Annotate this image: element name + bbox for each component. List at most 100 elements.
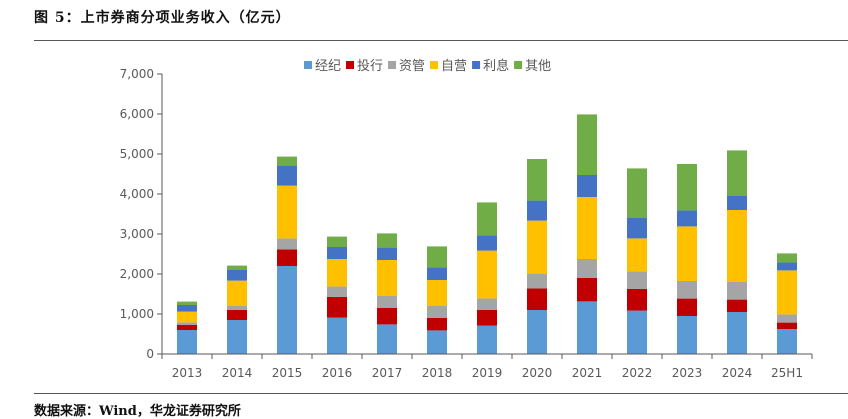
bar-segment-利息 <box>677 210 697 227</box>
bar-segment-经纪 <box>627 310 647 354</box>
bar-segment-利息 <box>327 247 347 259</box>
bar-segment-经纪 <box>377 324 397 354</box>
bar-segment-利息 <box>627 218 647 239</box>
legend-label: 自营 <box>441 59 467 74</box>
bar-segment-资管 <box>527 274 547 289</box>
x-tick-label: 2018 <box>422 366 453 380</box>
bar-segment-经纪 <box>277 266 297 354</box>
bar-segment-自营 <box>677 226 697 281</box>
bar-segment-其他 <box>577 114 597 175</box>
x-tick-label: 2019 <box>472 366 503 380</box>
x-tick-label: 2020 <box>522 366 553 380</box>
bar-segment-利息 <box>427 267 447 280</box>
legend-item: 其他 <box>514 59 551 74</box>
bar-segment-经纪 <box>677 316 697 354</box>
bar-segment-其他 <box>427 246 447 268</box>
bar-stack-2016 <box>327 236 347 354</box>
bar-stack-2013 <box>177 301 197 354</box>
bar-segment-经纪 <box>177 330 197 354</box>
bar-segment-经纪 <box>527 310 547 354</box>
legend-label: 其他 <box>525 59 551 74</box>
figure-title: 图 5：上市券商分项业务收入（亿元） <box>34 10 291 26</box>
bar-segment-资管 <box>627 271 647 289</box>
bar-segment-经纪 <box>327 317 347 354</box>
bar-segment-利息 <box>527 200 547 221</box>
bar-segment-其他 <box>727 150 747 196</box>
bar-segment-自营 <box>377 260 397 296</box>
x-tick-label: 2016 <box>322 366 353 380</box>
bar-stack-2017 <box>377 233 397 354</box>
bar-segment-资管 <box>327 286 347 297</box>
bar-segment-经纪 <box>727 312 747 354</box>
bar-segment-资管 <box>377 296 397 308</box>
bar-segment-资管 <box>477 298 497 310</box>
bar-segment-投行 <box>177 325 197 330</box>
x-tick-label: 25H1 <box>771 366 803 380</box>
legend-item: 利息 <box>472 58 509 74</box>
bar-segment-自营 <box>427 280 447 306</box>
bar-segment-其他 <box>377 233 397 248</box>
bar-stack-2014 <box>227 265 247 354</box>
bar-segment-自营 <box>577 197 597 259</box>
legend-item: 自营 <box>430 59 467 74</box>
bar-segment-资管 <box>577 259 597 278</box>
legend-label: 资管 <box>399 59 425 74</box>
x-tick-label: 2024 <box>722 366 753 380</box>
bar-segment-资管 <box>777 314 797 323</box>
bar-segment-其他 <box>677 164 697 211</box>
bar-segment-经纪 <box>577 301 597 354</box>
bar-segment-投行 <box>427 318 447 331</box>
bar-segment-投行 <box>477 310 497 326</box>
bar-segment-自营 <box>477 250 497 299</box>
bar-segment-投行 <box>227 310 247 320</box>
bar-segment-自营 <box>277 185 297 239</box>
legend-swatch <box>346 61 355 69</box>
legend-item: 资管 <box>388 59 425 74</box>
bar-segment-投行 <box>777 322 797 329</box>
bar-segment-资管 <box>227 305 247 310</box>
bar-segment-资管 <box>727 282 747 300</box>
legend-swatch <box>304 61 312 69</box>
legend-label: 利息 <box>483 58 509 74</box>
bar-segment-经纪 <box>227 320 247 354</box>
bar-segment-投行 <box>677 298 697 316</box>
bar-segment-资管 <box>677 281 697 299</box>
bar-segment-投行 <box>727 299 747 312</box>
y-tick-label: 2,000 <box>120 267 154 281</box>
x-tick-label: 2022 <box>622 366 653 380</box>
x-tick-label: 2014 <box>222 366 253 380</box>
title-divider <box>34 40 848 41</box>
source-divider <box>34 393 848 394</box>
y-tick-label: 7,000 <box>120 67 154 81</box>
bar-segment-利息 <box>277 165 297 186</box>
legend-swatch <box>388 61 397 69</box>
bar-segment-其他 <box>177 301 197 305</box>
bar-segment-资管 <box>277 238 297 250</box>
bar-stack-2024 <box>727 150 747 354</box>
bar-segment-其他 <box>527 159 547 201</box>
bar-segment-经纪 <box>427 330 447 354</box>
bar-segment-其他 <box>777 253 797 263</box>
source-note: 数据来源：Wind，华龙证券研究所 <box>34 404 241 419</box>
legend-swatch <box>514 61 523 69</box>
bar-stack-2021 <box>577 114 597 354</box>
bar-segment-投行 <box>277 249 297 266</box>
x-tick-label: 2023 <box>672 366 703 380</box>
bar-segment-自营 <box>327 259 347 287</box>
y-tick-label: 5,000 <box>120 147 154 161</box>
y-axis: 0 1,000 2,000 3,000 4,000 5,000 6,000 7,000 <box>120 67 163 361</box>
x-tick-label: 2017 <box>372 366 403 380</box>
bar-stack-2018 <box>427 246 447 354</box>
bar-segment-利息 <box>377 247 397 260</box>
bar-segment-投行 <box>327 297 347 318</box>
bar-segment-自营 <box>627 238 647 272</box>
x-tick-label: 2021 <box>572 366 603 380</box>
bar-segment-其他 <box>227 265 247 270</box>
legend-label: 经纪 <box>315 59 341 74</box>
bar-segment-投行 <box>577 278 597 302</box>
x-tick-label: 2013 <box>172 366 203 380</box>
bar-segment-经纪 <box>777 329 797 354</box>
bar-stack-2020 <box>527 159 547 354</box>
bar-stack-2015 <box>277 156 297 354</box>
